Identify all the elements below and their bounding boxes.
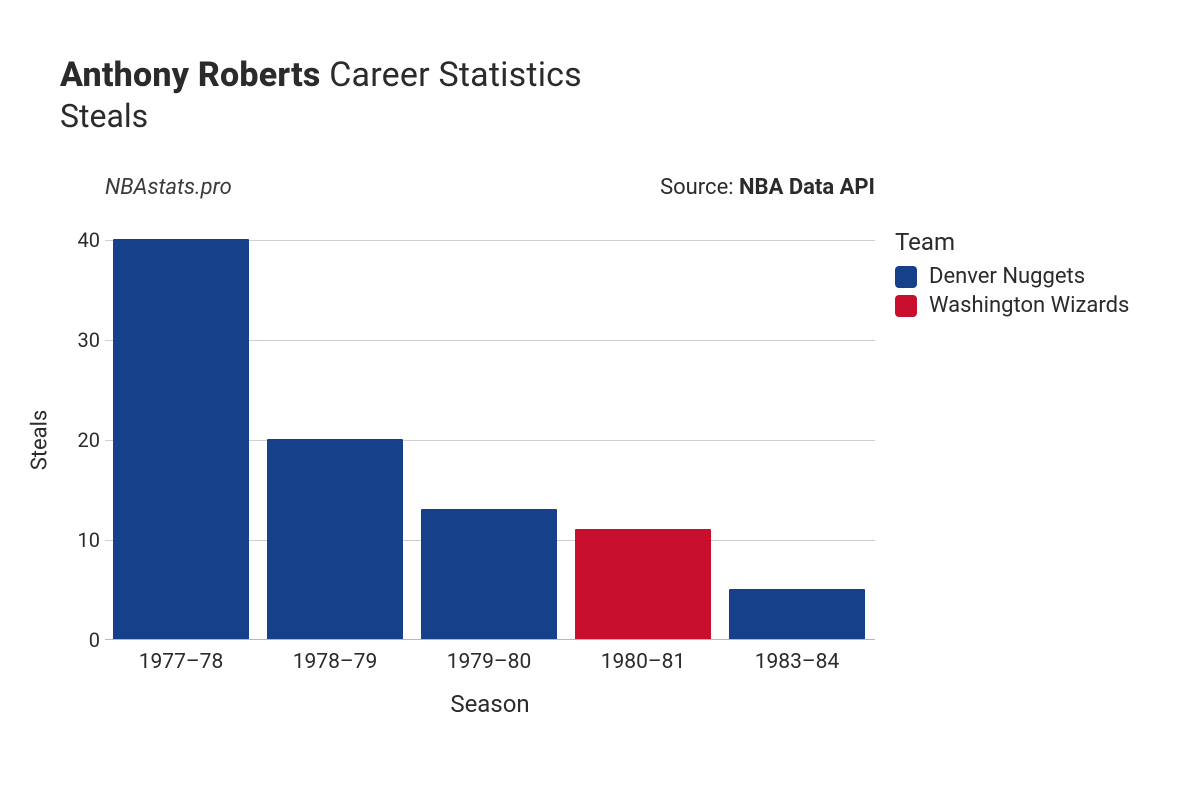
- watermark: NBAstats.pro: [105, 175, 232, 200]
- y-tick-label: 20: [60, 428, 100, 452]
- legend: Team Denver Nuggets Washington Wizards: [895, 228, 1129, 318]
- y-axis-label: Steals: [28, 410, 53, 471]
- bar: [267, 439, 403, 639]
- bar: [729, 589, 865, 639]
- x-tick-label: 1978–79: [293, 650, 378, 674]
- legend-swatch: [895, 266, 917, 288]
- x-tick-label: 1980–81: [601, 650, 686, 674]
- bar: [575, 529, 711, 639]
- y-tick-label: 10: [60, 528, 100, 552]
- title-suffix: Career Statistics: [329, 55, 582, 95]
- x-tick-label: 1977–78: [139, 650, 224, 674]
- x-tick-label: 1979–80: [447, 650, 532, 674]
- player-name: Anthony Roberts: [60, 55, 321, 95]
- source-name: NBA Data API: [739, 175, 875, 200]
- chart-plot-area: 010203040: [105, 240, 875, 640]
- legend-item: Denver Nuggets: [895, 264, 1129, 289]
- bar: [421, 509, 557, 639]
- legend-label: Denver Nuggets: [929, 264, 1085, 289]
- y-tick-label: 40: [60, 228, 100, 252]
- y-tick-label: 30: [60, 328, 100, 352]
- source-prefix: Source:: [660, 175, 739, 200]
- bar: [113, 239, 249, 639]
- page-title: Anthony Roberts Career Statistics: [60, 55, 1150, 95]
- legend-label: Washington Wizards: [929, 293, 1129, 318]
- legend-title: Team: [895, 228, 1129, 256]
- y-tick-label: 0: [60, 628, 100, 652]
- legend-item: Washington Wizards: [895, 293, 1129, 318]
- metric-title: Steals: [60, 97, 1150, 135]
- source-label: Source: NBA Data API: [660, 175, 875, 200]
- legend-swatch: [895, 295, 917, 317]
- x-tick-label: 1983–84: [755, 650, 840, 674]
- x-axis-label: Season: [450, 690, 529, 718]
